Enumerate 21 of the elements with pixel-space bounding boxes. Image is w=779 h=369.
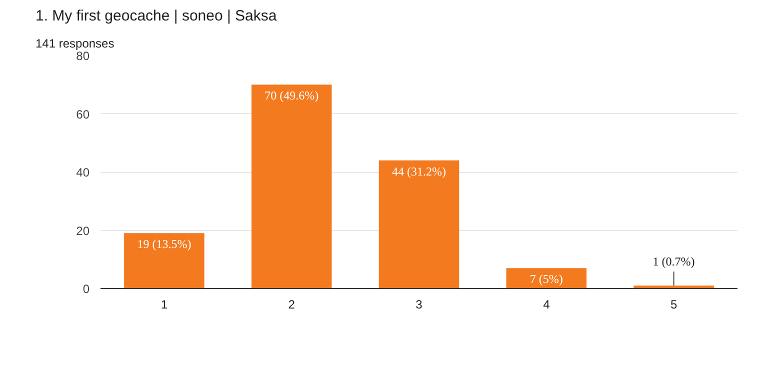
y-tick-label: 60	[76, 107, 90, 122]
x-tick-label: 1	[160, 298, 168, 312]
data-label: 70 (49.6%)	[264, 88, 319, 103]
data-label: 44 (31.2%)	[392, 164, 446, 178]
y-tick-label: 40	[76, 166, 90, 180]
x-tick-label: 5	[670, 298, 678, 312]
data-label: 1 (0.7%)	[652, 254, 695, 269]
bar	[378, 160, 460, 288]
y-tick-label: 80	[76, 49, 90, 63]
bar	[124, 233, 204, 288]
y-tick-label: 0	[82, 282, 90, 296]
bar	[251, 84, 332, 288]
bar	[506, 268, 587, 288]
chart-title: 1. My first geocache | soneo | Saksa	[36, 8, 278, 24]
x-tick-label: 4	[543, 298, 550, 312]
data-label: 7 (5%)	[530, 272, 563, 286]
x-tick-label: 3	[416, 298, 423, 312]
y-tick-label: 20	[76, 224, 90, 238]
chart-subtitle: 141 responses	[36, 36, 114, 50]
data-label: 19 (13.5%)	[137, 237, 192, 252]
x-tick-label: 2	[288, 298, 296, 312]
